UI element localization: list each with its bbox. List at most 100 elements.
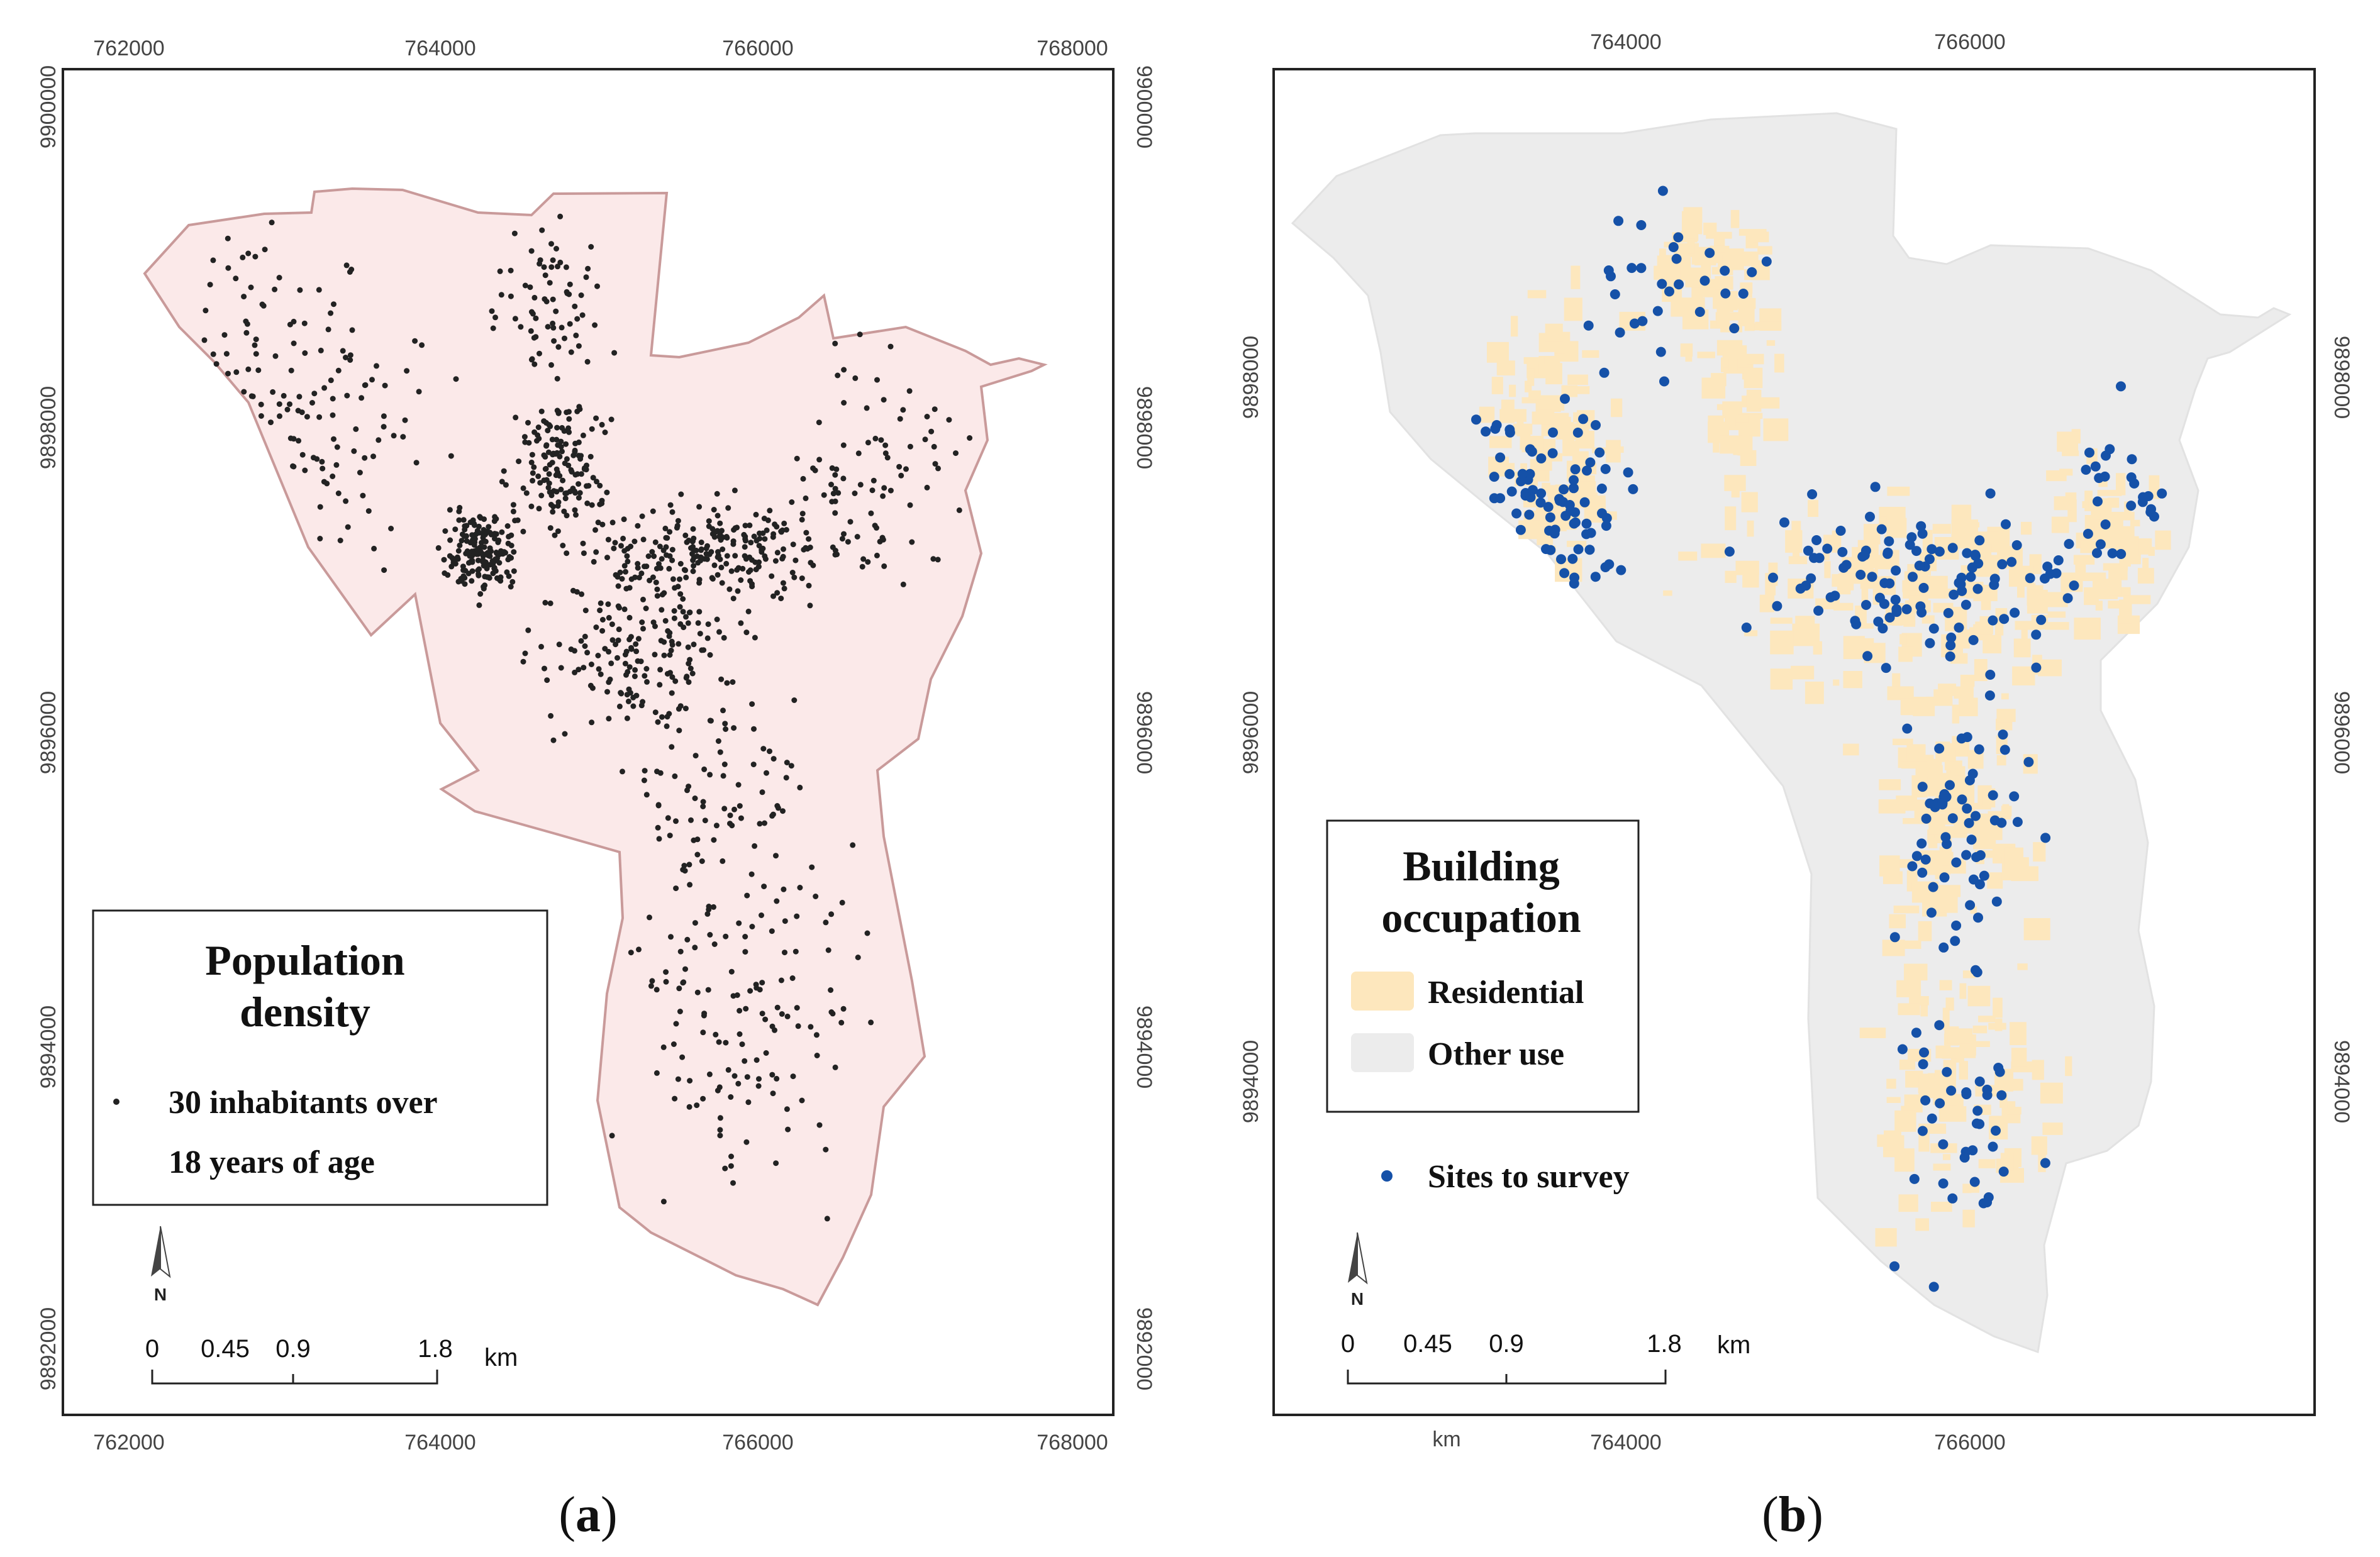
population-dot <box>335 367 342 374</box>
residential-patch <box>2017 963 2028 970</box>
survey-site-dot <box>1891 607 1902 618</box>
population-dot <box>692 753 699 759</box>
population-dot <box>611 350 618 356</box>
residential-patch <box>2021 627 2028 641</box>
population-dot <box>687 1078 693 1084</box>
population-dot <box>360 492 366 499</box>
population-dot <box>882 450 889 457</box>
survey-site-dot <box>1943 607 1954 618</box>
tick-b-bottom-764000: 764000 <box>1590 1431 1661 1454</box>
population-dot <box>551 488 557 494</box>
population-dot <box>636 946 642 953</box>
population-dot <box>528 328 534 334</box>
survey-site-dot <box>1939 872 1950 883</box>
survey-site-dot <box>1928 882 1938 892</box>
population-dot <box>458 575 464 582</box>
population-dot <box>469 532 475 538</box>
population-dot <box>340 348 346 354</box>
population-dot <box>297 287 303 293</box>
population-dot <box>677 703 684 709</box>
tick-a-right-9896000: 9896000 <box>1132 691 1156 774</box>
residential-patch <box>1785 530 1803 553</box>
population-dot <box>482 573 488 580</box>
residential-patch <box>1509 384 1516 397</box>
population-dot <box>840 1006 847 1012</box>
population-dot <box>562 335 567 341</box>
population-dot <box>616 703 623 709</box>
population-dot <box>582 607 589 614</box>
population-dot <box>803 529 809 536</box>
population-dot <box>661 590 667 596</box>
residential-patch <box>1701 291 1714 297</box>
population-dot <box>563 441 569 447</box>
population-dot <box>705 987 711 993</box>
population-dot <box>460 517 467 523</box>
population-dot <box>660 547 667 553</box>
population-dot <box>612 540 618 546</box>
population-dot <box>617 569 623 575</box>
population-dot <box>752 634 758 641</box>
survey-site-dot <box>1668 242 1679 252</box>
residential-patch <box>1904 963 1928 981</box>
survey-site-dot <box>1897 1044 1908 1055</box>
legend-b-title-line2: occupation <box>1381 894 1581 941</box>
population-dot <box>210 257 216 263</box>
population-dot <box>676 985 682 992</box>
population-dot <box>720 858 726 864</box>
survey-site-dot <box>1655 346 1666 357</box>
population-dot <box>680 596 686 602</box>
population-dot <box>543 442 550 448</box>
population-dot <box>508 293 514 299</box>
residential-patch <box>1683 207 1703 230</box>
population-dot <box>573 512 579 518</box>
population-dot <box>528 503 535 509</box>
population-dot <box>464 538 470 544</box>
population-dot <box>508 584 514 590</box>
population-dot <box>570 452 577 458</box>
survey-site-dot <box>1970 550 1981 560</box>
population-dot <box>847 519 854 525</box>
survey-site-dot <box>1657 279 1667 289</box>
population-dot <box>709 575 715 581</box>
population-dot <box>201 337 208 343</box>
population-dot <box>770 593 776 599</box>
population-dot <box>900 581 906 587</box>
population-dot <box>723 1039 729 1046</box>
population-dot <box>252 342 258 348</box>
population-dot <box>645 553 652 559</box>
residential-patch <box>1743 367 1763 389</box>
population-dot <box>690 568 696 574</box>
population-dot <box>924 414 930 419</box>
population-dot <box>291 463 297 470</box>
residential-patch <box>1521 397 1546 404</box>
residential-patch <box>1567 541 1587 547</box>
population-dot <box>572 447 578 453</box>
population-dot <box>639 619 645 625</box>
population-dot <box>455 556 461 562</box>
population-dot <box>347 269 353 275</box>
population-dot <box>638 702 645 709</box>
residential-patch <box>1899 1060 1916 1070</box>
population-dot <box>635 565 641 571</box>
survey-site-dot <box>1559 484 1569 495</box>
population-dot <box>779 1011 785 1017</box>
population-dot <box>550 324 557 331</box>
population-dot <box>506 573 512 579</box>
population-dot <box>609 621 615 628</box>
population-dot <box>320 465 326 472</box>
population-dot <box>638 658 644 665</box>
survey-site-dot <box>1548 427 1558 438</box>
population-dot <box>558 438 564 445</box>
population-dot <box>855 450 862 457</box>
population-dot <box>882 442 889 448</box>
population-dot <box>604 555 610 561</box>
population-dot <box>780 580 786 586</box>
population-dot <box>701 766 708 772</box>
population-dot <box>291 436 297 442</box>
population-dot <box>542 665 547 672</box>
caption-a-letter: a <box>576 1487 601 1543</box>
survey-site-dot <box>1947 813 1958 824</box>
population-dot <box>587 453 594 460</box>
survey-site-dot <box>1573 544 1584 555</box>
legend-b-other-label: Other use <box>1428 1036 1564 1072</box>
